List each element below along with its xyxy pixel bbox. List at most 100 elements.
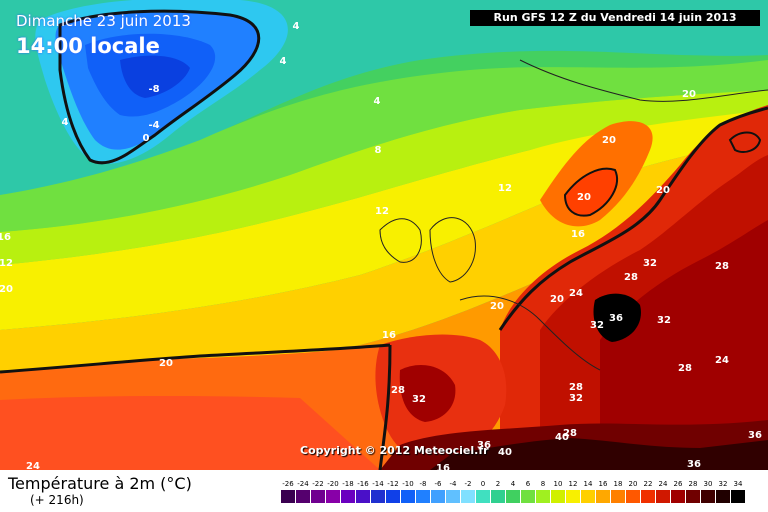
contour-label: 20 (550, 294, 564, 305)
map-subtitle: (+ 216h) (30, 493, 84, 507)
scale-swatch (611, 490, 625, 503)
contour-label: 28 (563, 428, 577, 439)
contour-label: 12 (375, 206, 389, 217)
contour-label: 16 (0, 232, 11, 243)
contour-label: 20 (602, 135, 616, 146)
contour-label: 8 (375, 145, 382, 156)
contour-label: 20 (682, 89, 696, 100)
contour-label: 32 (590, 320, 604, 331)
scale-tick-label: 12 (569, 480, 578, 488)
temperature-map: -8 -4 0 4 4 4 4 8 12 12 16 16 20 20 20 2… (0, 0, 768, 470)
scale-tick-label: 14 (584, 480, 593, 488)
scale-tick-label: 28 (689, 480, 698, 488)
contour-label: 4 (293, 21, 300, 32)
scale-tick-label: 18 (614, 480, 623, 488)
contour-label: 16 (571, 229, 585, 240)
scale-swatch (446, 490, 460, 503)
color-scale: -26 -24 -22 -20 -18 -16 -14 -12 -10 -8 -6 -4 -2 0 2 4 6 8… (281, 480, 745, 503)
contour-label: 28 (715, 261, 729, 272)
scale-swatch (626, 490, 640, 503)
scale-tick-label: 32 (719, 480, 728, 488)
scale-swatch (296, 490, 310, 503)
contour-label: 32 (643, 258, 657, 269)
scale-tick-label: 4 (511, 480, 516, 488)
contour-label: -8 (148, 84, 159, 95)
scale-tick-label: -12 (387, 480, 398, 488)
scale-swatch (686, 490, 700, 503)
contour-label: 36 (477, 440, 491, 451)
scale-tick-label: -14 (372, 480, 384, 488)
contour-label: 24 (715, 355, 729, 366)
scale-tick-label: -6 (435, 480, 443, 488)
scale-tick-label: 22 (644, 480, 653, 488)
scale-swatch (341, 490, 355, 503)
contour-label: 4 (62, 117, 69, 128)
contour-label: 16 (382, 330, 396, 341)
contour-label: 36 (687, 459, 701, 470)
contour-label: 4 (374, 96, 381, 107)
contour-label: 28 (569, 382, 583, 393)
scale-tick-label: 20 (629, 480, 638, 488)
contour-label: 28 (391, 385, 405, 396)
scale-swatch (731, 490, 745, 503)
scale-tick-label: 30 (704, 480, 713, 488)
scale-tick-label: 2 (496, 480, 500, 488)
scale-tick-label: -22 (312, 480, 323, 488)
contour-label: 16 (436, 463, 450, 470)
contour-label: 36 (609, 313, 623, 324)
scale-tick-label: 26 (674, 480, 683, 488)
scale-swatch (476, 490, 490, 503)
contour-label: 36 (748, 430, 762, 441)
scale-tick-label: -26 (282, 480, 294, 488)
scale-swatch (656, 490, 670, 503)
contour-label: 20 (0, 284, 13, 295)
scale-swatch (536, 490, 550, 503)
scale-swatch (401, 490, 415, 503)
contour-label: 24 (26, 461, 40, 470)
scale-swatch (431, 490, 445, 503)
contour-label: 32 (657, 315, 671, 326)
copyright: Copyright © 2012 Meteociel.fr (300, 444, 489, 457)
contour-label: 32 (412, 394, 426, 405)
scale-tick-label: -16 (357, 480, 369, 488)
scale-swatch (416, 490, 430, 503)
contour-label: -4 (148, 120, 159, 131)
scale-swatch (506, 490, 520, 503)
contour-label: 24 (569, 288, 583, 299)
contour-label: 40 (498, 447, 512, 458)
contour-label: 20 (159, 358, 173, 369)
scale-swatch (671, 490, 685, 503)
run-banner: Run GFS 12 Z du Vendredi 14 juin 2013 (470, 10, 760, 26)
scale-tick-label: 34 (734, 480, 743, 488)
scale-swatch (281, 490, 295, 503)
scale-tick-label: -4 (450, 480, 458, 488)
forecast-time: 14:00 locale (16, 34, 160, 58)
scale-swatch (596, 490, 610, 503)
contour-label: 32 (569, 393, 583, 404)
scale-tick-label: -24 (297, 480, 309, 488)
scale-swatch (386, 490, 400, 503)
scale-tick-label: 8 (541, 480, 545, 488)
scale-tick-label: -10 (402, 480, 413, 488)
contour-label: 28 (624, 272, 638, 283)
scale-swatch (461, 490, 475, 503)
scale-tick-label: -8 (420, 480, 427, 488)
scale-tick-label: 24 (659, 480, 668, 488)
scale-tick-label: 16 (599, 480, 608, 488)
contour-label: 20 (656, 185, 670, 196)
scale-tick-label: -20 (327, 480, 338, 488)
scale-tick-label: -18 (342, 480, 353, 488)
scale-swatch (716, 490, 730, 503)
contour-label: 12 (498, 183, 512, 194)
scale-tick-label: 6 (526, 480, 531, 488)
map-title: Température à 2m (°C) (8, 474, 192, 493)
scale-swatch (566, 490, 580, 503)
contour-label: 4 (280, 56, 287, 67)
contour-label: 12 (0, 258, 13, 269)
scale-swatch (701, 490, 715, 503)
contour-label: 0 (143, 133, 150, 144)
contour-label: 20 (490, 301, 504, 312)
scale-swatch (326, 490, 340, 503)
scale-swatch (551, 490, 565, 503)
contour-label: 28 (678, 363, 692, 374)
